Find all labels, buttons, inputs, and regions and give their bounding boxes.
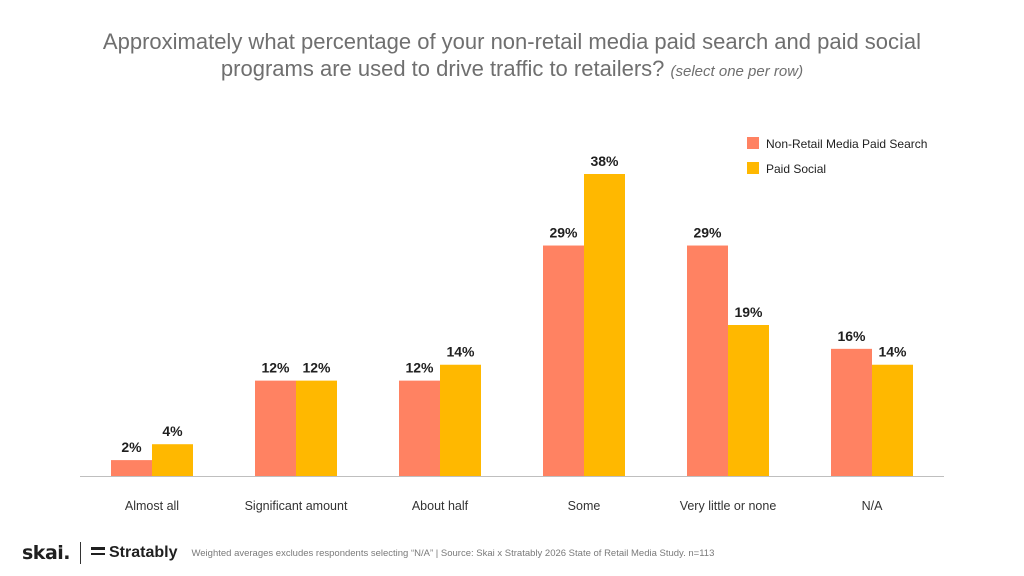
chart-title-main: Approximately what percentage of your no… — [102, 29, 922, 81]
skai-logo: skai. — [22, 542, 71, 564]
chart-title-note: (select one per row) — [670, 63, 804, 80]
data-label-paid-social-2: 14% — [446, 344, 475, 360]
bar-paid-social-1 — [296, 380, 337, 476]
x-tick-label-4: Very little or none — [680, 499, 777, 513]
bar-paid-social-4 — [728, 325, 769, 476]
legend-label-paid-search: Non-Retail Media Paid Search — [766, 137, 927, 151]
stratably-logo: Stratably — [91, 544, 177, 562]
data-label-paid-search-5: 16% — [837, 328, 866, 344]
x-tick-label-1: Significant amount — [245, 499, 348, 513]
data-label-paid-search-0: 2% — [121, 439, 142, 455]
legend-label-paid-social: Paid Social — [766, 162, 826, 176]
data-label-paid-social-5: 14% — [878, 344, 907, 360]
x-tick-label-5: N/A — [862, 499, 884, 513]
data-label-paid-social-3: 38% — [590, 153, 619, 169]
x-tick-label-2: About half — [412, 499, 469, 513]
legend: Non-Retail Media Paid Search Paid Social — [747, 137, 927, 176]
bar-paid-social-0 — [152, 444, 193, 476]
source-note: Weighted averages excludes respondents s… — [191, 547, 715, 559]
data-label-paid-search-4: 29% — [693, 225, 722, 241]
bar-paid-social-2 — [440, 364, 481, 476]
bar-paid-social-3 — [584, 174, 625, 476]
data-label-paid-social-0: 4% — [162, 423, 183, 439]
legend-swatch-paid-social — [747, 162, 759, 174]
bar-paid-search-5 — [831, 348, 872, 476]
x-tick-label-0: Almost all — [125, 499, 179, 513]
chart-title: Approximately what percentage of your no… — [60, 28, 964, 85]
data-label-paid-search-2: 12% — [405, 360, 434, 376]
stratably-icon — [91, 547, 105, 559]
bar-paid-search-1 — [255, 380, 296, 476]
bar-paid-search-0 — [111, 460, 152, 476]
bars-group: 2% 4% 12% 12% 12% 14% 29% 38% 29% 19% 16% 14% — [111, 153, 913, 476]
data-label-paid-search-1: 12% — [261, 360, 290, 376]
x-axis-labels: Almost all Significant amount About half So… — [125, 499, 883, 513]
bar-paid-social-5 — [872, 364, 913, 476]
footer: skai. Stratably Weighted averages exclud… — [22, 540, 714, 566]
stratably-logo-text: Stratably — [109, 544, 178, 561]
bar-paid-search-2 — [399, 380, 440, 476]
data-label-paid-search-3: 29% — [549, 225, 578, 241]
bar-paid-search-3 — [543, 245, 584, 476]
legend-swatch-paid-search — [747, 137, 759, 149]
data-label-paid-social-4: 19% — [734, 304, 763, 320]
data-label-paid-social-1: 12% — [302, 360, 331, 376]
bar-paid-search-4 — [687, 245, 728, 476]
logo-divider — [80, 542, 81, 564]
x-tick-label-3: Some — [568, 499, 601, 513]
